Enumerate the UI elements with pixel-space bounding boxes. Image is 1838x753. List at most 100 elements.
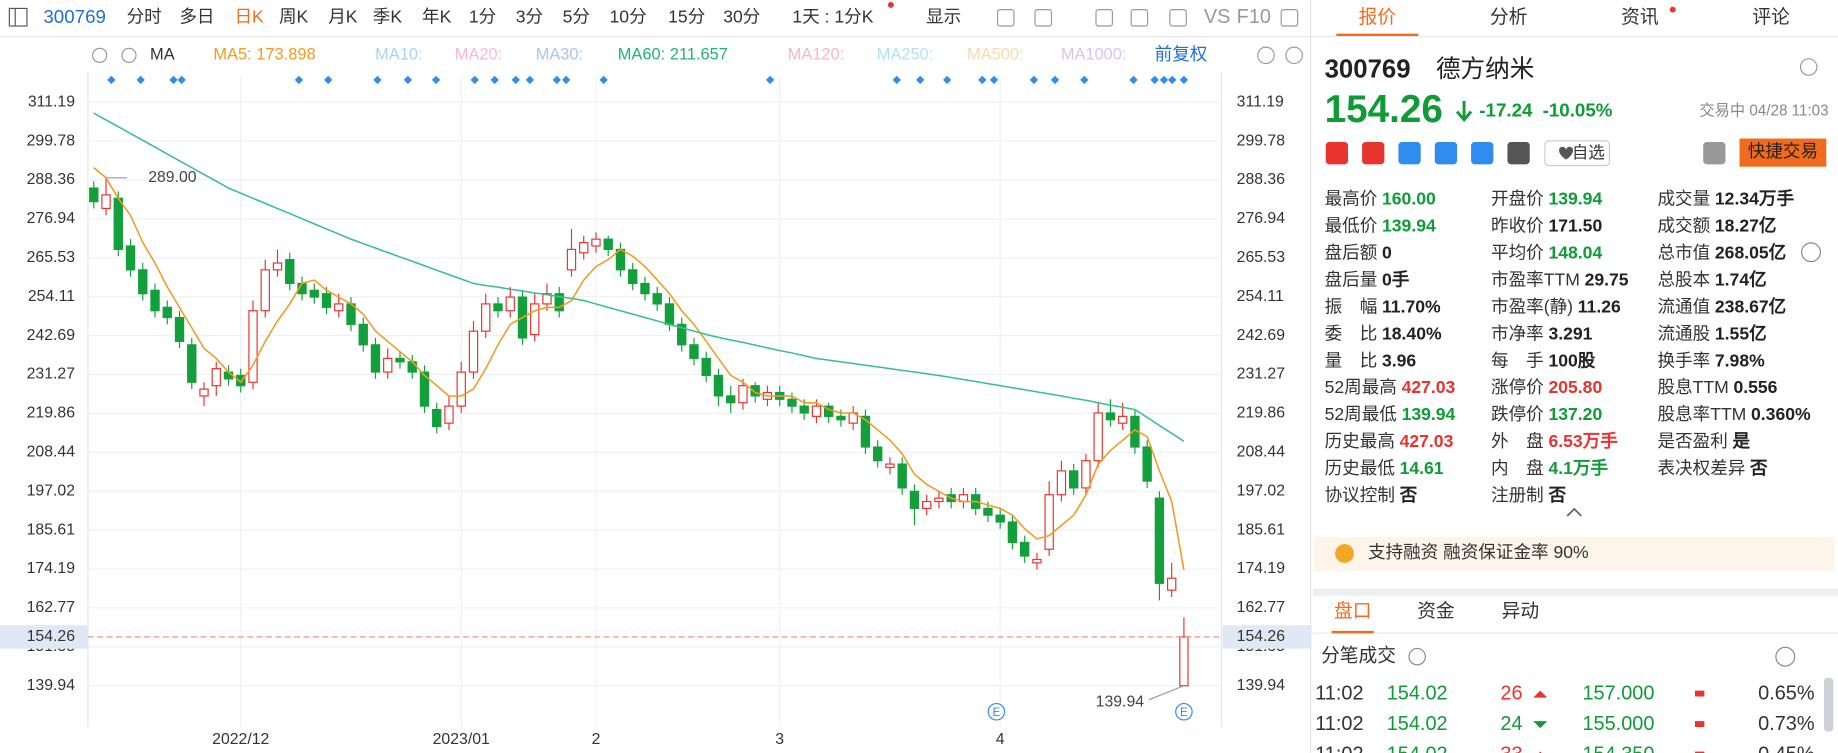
sub-tab[interactable]: 异动 bbox=[1502, 600, 1540, 621]
candle-body bbox=[138, 269, 148, 295]
candle-body bbox=[1019, 541, 1030, 557]
period-tab[interactable]: 年K bbox=[422, 6, 452, 26]
bell-icon[interactable] bbox=[1703, 142, 1726, 165]
event-icon[interactable] bbox=[1175, 702, 1193, 721]
stat: 协议控制否 bbox=[1325, 485, 1418, 505]
period-tab[interactable]: 多日 bbox=[179, 6, 214, 26]
event-marker bbox=[525, 75, 534, 85]
feature-icon[interactable] bbox=[1471, 142, 1494, 165]
interval-select[interactable]: 1天 : 1分K bbox=[792, 6, 873, 26]
stat-value: 0.360% bbox=[1751, 404, 1811, 424]
trade-price: 154.02 bbox=[1387, 682, 1448, 704]
feature-icon[interactable] bbox=[1325, 142, 1349, 165]
candle-body bbox=[860, 415, 871, 448]
trade-flag bbox=[1694, 751, 1705, 753]
panel-tab[interactable]: 分析 bbox=[1490, 6, 1528, 27]
info-icon[interactable] bbox=[1408, 647, 1426, 666]
f10-button[interactable]: F10 bbox=[1237, 6, 1271, 28]
stat: 总股本 1.74亿 bbox=[1657, 269, 1766, 289]
collapse-icon[interactable] bbox=[1566, 507, 1582, 517]
feature-icon[interactable] bbox=[1398, 142, 1421, 165]
period-tab[interactable]: 30分 bbox=[723, 6, 760, 26]
tool-icon[interactable] bbox=[1130, 9, 1149, 27]
annotation-leader bbox=[1148, 685, 1185, 701]
event-marker bbox=[1150, 75, 1159, 85]
stat-value: 4.1万手 bbox=[1548, 458, 1608, 478]
tool-icon[interactable] bbox=[1280, 9, 1299, 27]
trade-button[interactable] bbox=[1739, 138, 1827, 167]
panel-tab[interactable]: 评论 bbox=[1752, 6, 1790, 27]
tool-icon[interactable] bbox=[996, 9, 1015, 27]
margin-icon bbox=[1335, 544, 1354, 563]
stat-label: 历史最低 bbox=[1325, 458, 1395, 478]
period-tab[interactable]: 月K bbox=[328, 6, 358, 26]
candle-body bbox=[383, 357, 393, 373]
ma-label: MA500: bbox=[967, 46, 1024, 64]
period-tab[interactable]: 日K bbox=[234, 6, 264, 26]
ma-legend: MA10: bbox=[375, 46, 422, 64]
panel-tab[interactable]: 报价 bbox=[1359, 6, 1397, 27]
stat-label: 流通股 bbox=[1657, 323, 1710, 343]
stat-label: 盘后量 bbox=[1325, 269, 1378, 289]
stat-label: 最高价 bbox=[1325, 188, 1378, 208]
stat: 外 盘 6.53万手 bbox=[1491, 431, 1618, 451]
stat-value: 29.75 bbox=[1585, 269, 1629, 289]
trade-amount: 154.350 bbox=[1582, 743, 1654, 753]
candle-body bbox=[652, 293, 662, 305]
period-tab[interactable]: 15分 bbox=[668, 6, 705, 26]
period-tab[interactable]: 1分 bbox=[469, 6, 496, 26]
adjust-button[interactable]: 前复权 bbox=[1155, 44, 1208, 64]
y-tick-label-right: 311.19 bbox=[1237, 93, 1284, 110]
price-label: 154.26 bbox=[27, 628, 76, 645]
y-tick-label-right: 197.02 bbox=[1237, 482, 1285, 499]
zoom-icon[interactable] bbox=[1257, 46, 1275, 65]
feature-icon[interactable] bbox=[1362, 142, 1385, 165]
period-tab[interactable]: 3分 bbox=[516, 6, 543, 26]
watch-button[interactable] bbox=[1544, 140, 1611, 167]
event-marker bbox=[978, 75, 987, 85]
stat-label: 注册制 bbox=[1491, 485, 1544, 505]
candle-body bbox=[150, 289, 160, 312]
price-label: 154.26 bbox=[1237, 628, 1286, 645]
candle-body bbox=[1166, 577, 1177, 591]
settings-icon[interactable] bbox=[1799, 58, 1818, 76]
tool-icon[interactable] bbox=[1169, 9, 1187, 27]
tool-icon[interactable] bbox=[1034, 9, 1053, 27]
scrollbar[interactable] bbox=[1823, 677, 1834, 732]
vs-button[interactable]: VS bbox=[1204, 6, 1231, 28]
event-icon[interactable] bbox=[987, 702, 1006, 721]
stat-value: 11.70% bbox=[1382, 296, 1441, 316]
sub-tab[interactable]: 盘口 bbox=[1334, 600, 1372, 621]
menu-icon[interactable] bbox=[8, 7, 28, 27]
ma-icon[interactable] bbox=[121, 47, 137, 63]
y-tick-label: 276.94 bbox=[27, 210, 76, 227]
display-menu[interactable]: 显示 bbox=[926, 6, 961, 26]
stat-label: 最低价 bbox=[1325, 215, 1378, 235]
y-tick-label: 162.77 bbox=[27, 599, 75, 616]
zoom-icon[interactable] bbox=[1285, 46, 1303, 65]
period-tab[interactable]: 分时 bbox=[127, 6, 162, 26]
stat-value: 268.05亿 bbox=[1715, 242, 1786, 262]
feature-icon[interactable] bbox=[1434, 142, 1458, 165]
ma-line bbox=[93, 112, 1185, 442]
panel-tab[interactable]: 资讯 bbox=[1621, 6, 1659, 27]
ma-icon[interactable] bbox=[92, 47, 108, 63]
more-icon[interactable] bbox=[1775, 646, 1796, 667]
more-icon[interactable] bbox=[1801, 242, 1822, 263]
period-tab[interactable]: 10分 bbox=[610, 6, 647, 26]
candle-body bbox=[505, 296, 515, 312]
candle-body bbox=[530, 303, 540, 336]
stat-value: 148.04 bbox=[1548, 242, 1602, 262]
candle-body bbox=[432, 408, 442, 428]
tool-icon[interactable] bbox=[1095, 9, 1113, 27]
period-tab[interactable]: 5分 bbox=[563, 6, 590, 26]
stat-label: 市盈率(静) bbox=[1491, 296, 1573, 316]
period-tab[interactable]: 季K bbox=[373, 6, 403, 26]
stat: 委 比 18.40% bbox=[1325, 323, 1442, 343]
stat-value: 0.556 bbox=[1733, 377, 1777, 397]
ma-value: 211.657 bbox=[670, 46, 728, 64]
feature-icon[interactable] bbox=[1507, 142, 1530, 165]
y-tick-label: 265.53 bbox=[27, 249, 76, 266]
period-tab[interactable]: 周K bbox=[279, 6, 309, 26]
sub-tab[interactable]: 资金 bbox=[1417, 600, 1455, 621]
